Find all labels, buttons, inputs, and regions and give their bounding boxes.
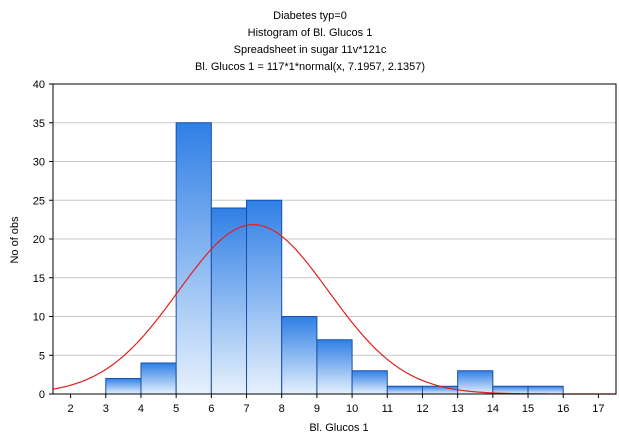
tick-marks: 2 3 4 5 6 7 8 9 10 11 12 13 14 15 16 17 0 5 10 15 20 25 30 35 40 bbox=[33, 79, 605, 415]
histogram-bar-11-12 bbox=[386, 385, 423, 395]
y-tick-label-0: 0 bbox=[39, 389, 45, 401]
y-tick-label-15: 15 bbox=[33, 273, 45, 285]
x-tick-label-14: 14 bbox=[487, 403, 499, 415]
y-tick-label-40: 40 bbox=[33, 79, 45, 91]
x-tick-label-4: 4 bbox=[138, 403, 144, 415]
x-tick-label-5: 5 bbox=[173, 403, 179, 415]
x-tick-label-6: 6 bbox=[208, 403, 214, 415]
y-tick-label-5: 5 bbox=[39, 350, 45, 362]
chart-title-line-1: Diabetes typ=0 bbox=[273, 10, 347, 22]
y-tick-label-20: 20 bbox=[33, 234, 45, 246]
y-tick-label-30: 30 bbox=[33, 157, 45, 169]
histogram-bar-6-7 bbox=[210, 207, 248, 395]
x-tick-label-16: 16 bbox=[557, 403, 569, 415]
chart-title-line-3: Spreadsheet in sugar 11v*121c bbox=[234, 44, 387, 56]
grid-lines bbox=[53, 122, 616, 356]
y-tick-label-10: 10 bbox=[33, 312, 45, 324]
y-tick-label-35: 35 bbox=[33, 118, 45, 130]
x-axis-label: Bl. Glucos 1 bbox=[309, 422, 368, 434]
histogram-bar-4-5 bbox=[140, 362, 177, 395]
histogram-bar-5-6 bbox=[175, 122, 212, 395]
chart-title-line-4: Bl. Glucos 1 = 117*1*normal(x, 7.1957, 2… bbox=[195, 61, 425, 73]
histogram-bar-3-4 bbox=[105, 378, 142, 395]
x-tick-label-9: 9 bbox=[314, 403, 320, 415]
histogram-bar-10-11 bbox=[351, 370, 388, 395]
x-tick-label-3: 3 bbox=[103, 403, 109, 415]
histogram-bar-15-16 bbox=[527, 385, 564, 395]
chart-title-line-2: Histogram of Bl. Glucos 1 bbox=[248, 27, 373, 39]
x-tick-label-10: 10 bbox=[346, 403, 358, 415]
x-tick-label-13: 13 bbox=[452, 403, 464, 415]
y-tick-label-25: 25 bbox=[33, 195, 45, 207]
histogram-bar-12-13 bbox=[421, 385, 459, 395]
x-tick-label-11: 11 bbox=[382, 403, 393, 415]
x-tick-label-8: 8 bbox=[279, 403, 285, 415]
histogram-bar-8-9 bbox=[281, 316, 318, 395]
histogram-bar-9-10 bbox=[316, 339, 353, 395]
x-tick-label-12: 12 bbox=[416, 403, 428, 415]
histogram-bars bbox=[105, 122, 564, 395]
x-tick-label-17: 17 bbox=[592, 403, 604, 415]
histogram-bar-7-8 bbox=[246, 199, 283, 395]
text-layer: Diabetes typ=0 Histogram of Bl. Glucos 1… bbox=[9, 10, 425, 434]
y-axis-label: No of obs bbox=[9, 216, 21, 264]
x-tick-label-15: 15 bbox=[522, 403, 534, 415]
x-tick-label-2: 2 bbox=[68, 403, 74, 415]
x-tick-label-7: 7 bbox=[243, 403, 249, 415]
